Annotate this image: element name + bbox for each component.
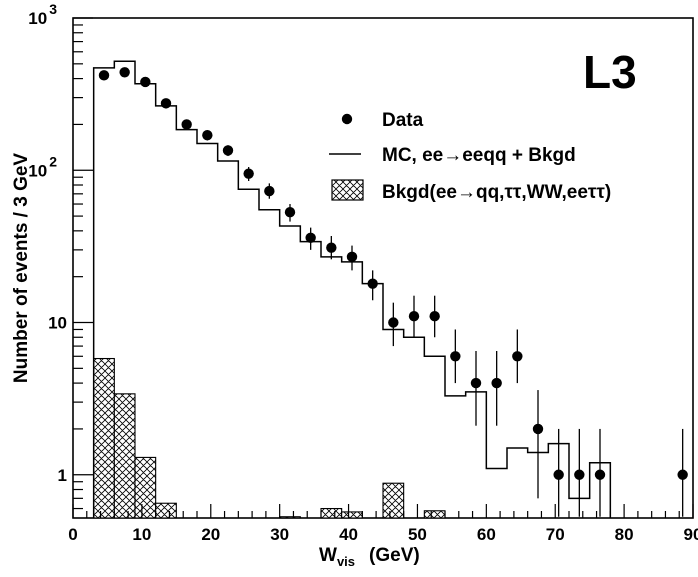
data-point-14 xyxy=(388,317,399,328)
x-tick-label-60: 60 xyxy=(477,525,496,544)
x-tick-label-70: 70 xyxy=(546,525,565,544)
data-point-19 xyxy=(491,377,502,389)
data-point-12 xyxy=(346,251,358,263)
data-point-25 xyxy=(677,469,688,480)
data-point-24 xyxy=(594,469,606,480)
bkgd-bin-4 xyxy=(279,516,301,519)
data-point-1 xyxy=(119,67,130,78)
mc-histogram xyxy=(92,60,612,518)
bkgd-bin-3 xyxy=(155,502,177,519)
x-axis-title-main: W xyxy=(319,545,337,566)
data-point-16 xyxy=(429,311,440,322)
x-axis-title: Wvis (GeV) xyxy=(319,545,420,569)
x-tick-label-90: 90 xyxy=(684,525,698,544)
x-tick-label-40: 40 xyxy=(339,525,358,544)
y-tick-label-2: 10 2 xyxy=(28,153,57,180)
data-point-4 xyxy=(181,119,192,130)
legend-label-data: Data xyxy=(382,110,424,131)
data-point-5 xyxy=(202,129,213,141)
legend-marker-data xyxy=(341,113,353,125)
y-tick-exp-3: 3 xyxy=(49,1,57,17)
x-tick-label-0: 0 xyxy=(68,525,77,544)
data-point-3 xyxy=(160,98,172,109)
data-point-11 xyxy=(326,242,337,253)
data-point-20 xyxy=(512,351,523,362)
bkgd-bin-8 xyxy=(423,510,446,519)
x-axis: 0 10 20 30 40 50 60 70 80 90 xyxy=(68,504,698,544)
data-point-0 xyxy=(98,70,110,81)
x-axis-title-sub: vis xyxy=(337,554,355,569)
mc-step-line xyxy=(92,60,612,518)
legend-marker-bkgd xyxy=(331,179,364,201)
data-point-21 xyxy=(532,423,544,435)
x-tick-label-50: 50 xyxy=(408,525,427,544)
data-point-17 xyxy=(450,351,461,362)
bkgd-bin-7 xyxy=(382,482,405,519)
x-axis-title-unit: (GeV) xyxy=(369,545,420,566)
data-point-7 xyxy=(243,168,254,179)
data-point-9 xyxy=(284,207,296,218)
data-point-15 xyxy=(408,311,420,322)
y-tick-label-3: 10 3 xyxy=(28,1,57,28)
legend-label-mc: MC, ee→eeqq + Bkgd xyxy=(382,145,576,166)
bkgd-bin-5 xyxy=(320,507,343,519)
y-tick-label-0: 1 xyxy=(58,466,67,485)
data-point-13 xyxy=(367,278,378,289)
x-tick-label-30: 30 xyxy=(270,525,289,544)
bkgd-bin-6 xyxy=(341,511,363,519)
y-axis-title: Number of events / 3 GeV xyxy=(11,153,32,384)
x-tick-label-80: 80 xyxy=(615,525,634,544)
legend: Data MC, ee→eeqq + Bkgd Bkgd(ee→qq,ττ,WW… xyxy=(329,110,611,203)
data-points xyxy=(98,67,688,517)
y-tick-exp-2: 2 xyxy=(49,153,57,169)
x-tick-label-20: 20 xyxy=(201,525,220,544)
y-tick-label-1: 10 xyxy=(48,314,67,333)
data-point-2 xyxy=(140,76,151,88)
data-point-18 xyxy=(470,377,482,389)
x-tick-label-10: 10 xyxy=(132,525,151,544)
legend-label-bkgd: Bkgd(ee→qq,ττ,WW,eeττ) xyxy=(382,182,611,203)
bkgd-bin-2 xyxy=(134,456,157,519)
data-point-10 xyxy=(305,232,316,244)
bkgd-bin-0 xyxy=(93,357,115,519)
background-histogram xyxy=(93,357,446,519)
data-point-23 xyxy=(574,469,585,480)
data-point-6 xyxy=(222,145,234,156)
data-point-8 xyxy=(264,185,275,197)
bkgd-bin-1 xyxy=(113,393,136,519)
data-point-22 xyxy=(553,469,564,480)
experiment-label: L3 xyxy=(583,46,637,98)
